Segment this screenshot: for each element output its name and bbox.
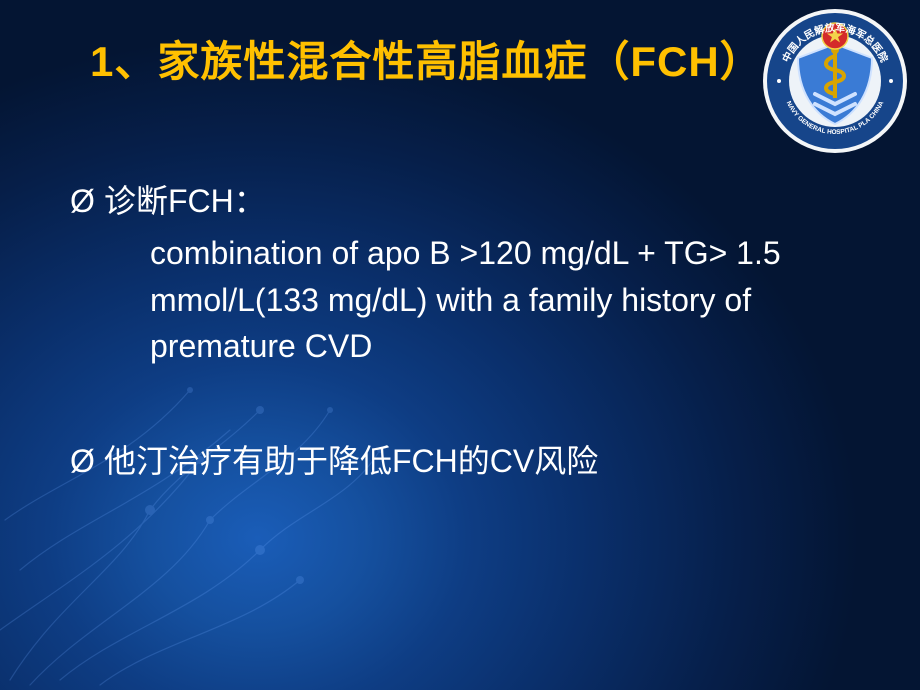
bullet-2: Ø他汀治疗有助于降低FCH的CV风险 [70,438,850,484]
hospital-logo: 中国人民解放军海军总医院 NAVY GENERAL HOSPITAL PLA C… [760,6,910,156]
slide-body: Ø诊断FCH： combination of apo B >120 mg/dL … [70,160,850,484]
bullet-1-head: 诊断FCH： [104,183,266,219]
bullet-1: Ø诊断FCH： [70,178,850,224]
bullet-marker-icon: Ø [70,178,104,224]
spacer [70,370,850,420]
slide: 1、家族性混合性高脂血症（FCH） Ø诊断FCH： combination of… [0,0,920,690]
bullet-marker-icon: Ø [70,438,104,484]
bullet-2-head: 他汀治疗有助于降低FCH的CV风险 [104,443,598,479]
bullet-1-subtext: combination of apo B >120 mg/dL + TG> 1.… [150,230,850,369]
